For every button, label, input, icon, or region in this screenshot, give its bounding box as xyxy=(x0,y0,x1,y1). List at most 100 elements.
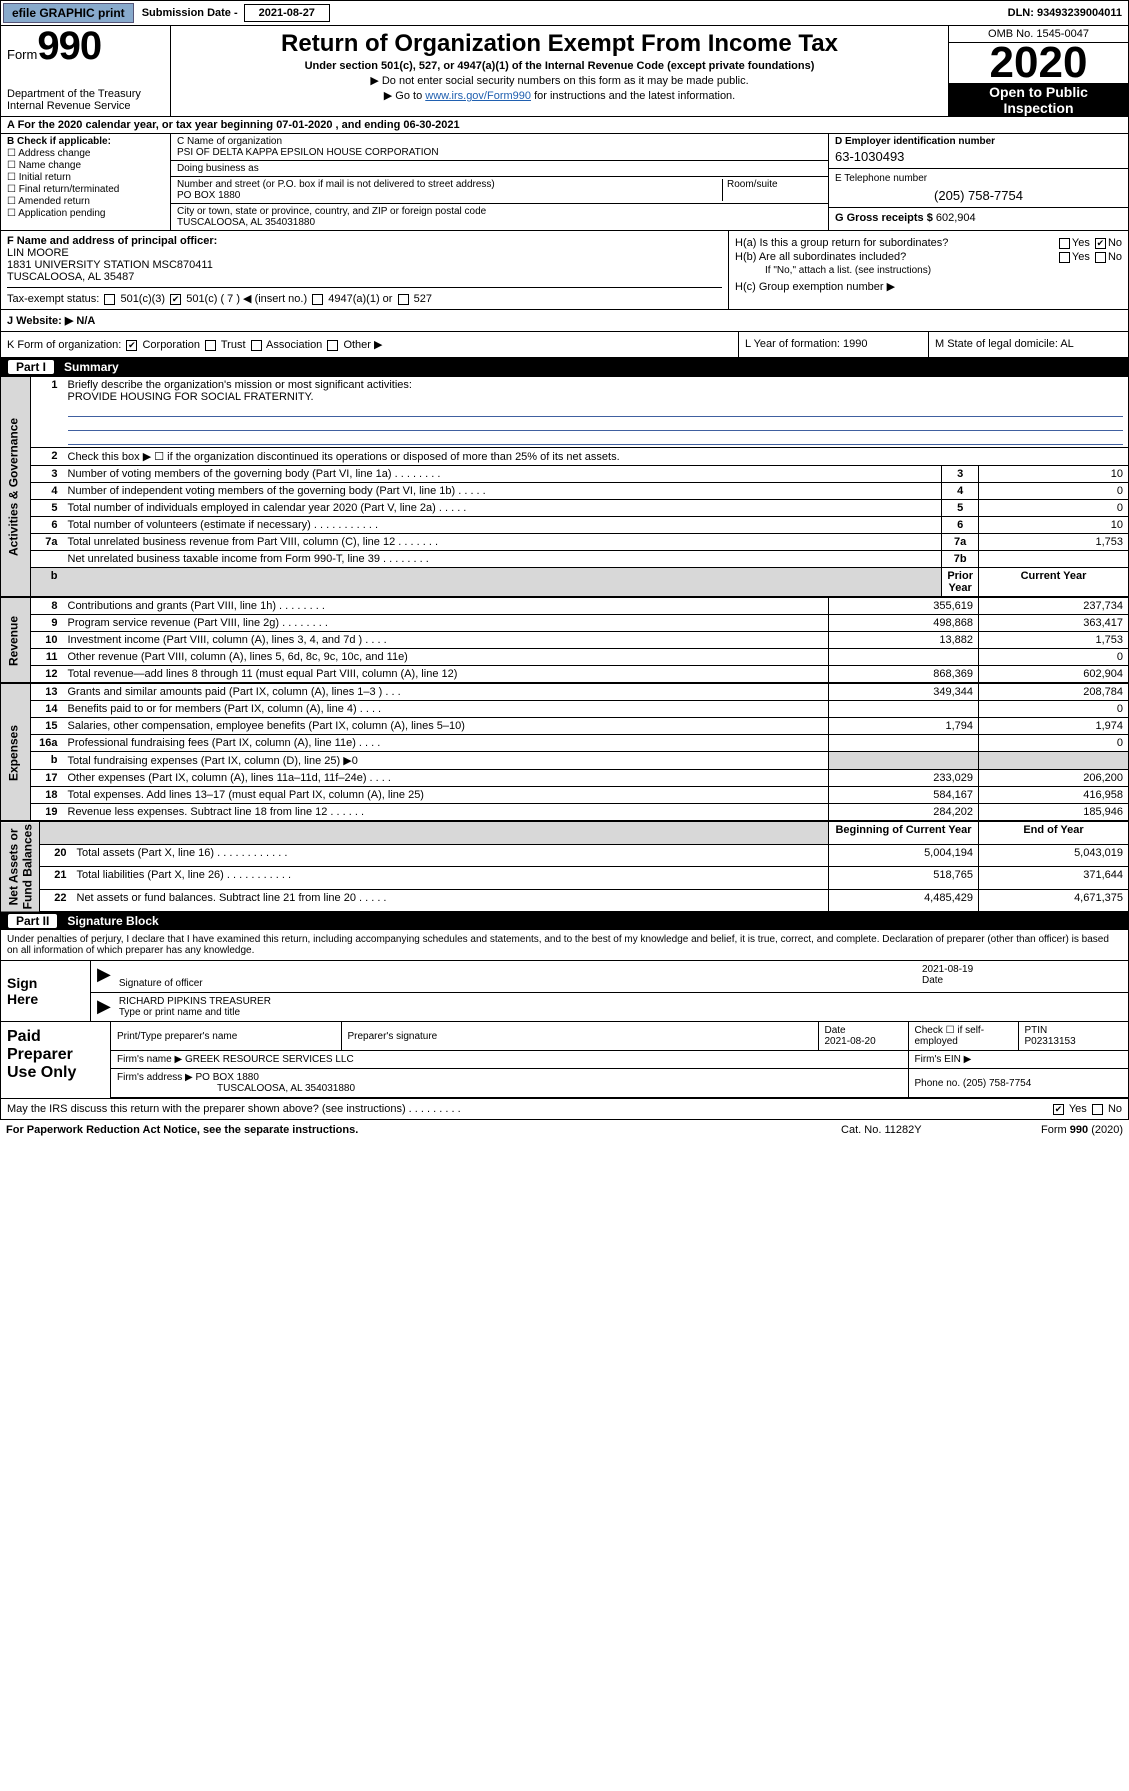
ck-discuss-yes[interactable] xyxy=(1053,1104,1064,1115)
row-desc: Contributions and grants (Part VIII, lin… xyxy=(63,598,829,615)
department: Department of the Treasury Internal Reve… xyxy=(7,88,164,112)
ck-other[interactable] xyxy=(327,340,338,351)
row-curr: 1,753 xyxy=(979,632,1129,649)
box-b-title: B Check if applicable: xyxy=(7,136,164,147)
ck-discuss-no[interactable] xyxy=(1092,1104,1103,1115)
org-city: TUSCALOOSA, AL 354031880 xyxy=(177,217,315,228)
row-begin: 518,765 xyxy=(829,867,979,890)
sig-date: 2021-08-19 xyxy=(922,964,1122,975)
ck-ha-no[interactable] xyxy=(1095,238,1106,249)
row-end: 5,043,019 xyxy=(979,844,1129,867)
row-curr: 237,734 xyxy=(979,598,1129,615)
row-prior: 584,167 xyxy=(829,787,979,804)
form-note2: ▶ Go to www.irs.gov/Form990 for instruct… xyxy=(177,89,942,102)
l1-text: Briefly describe the organization's miss… xyxy=(68,379,1124,391)
row-desc: Grants and similar amounts paid (Part IX… xyxy=(63,684,829,701)
row-curr: 0 xyxy=(979,735,1129,752)
org-addr: PO BOX 1880 xyxy=(177,190,240,201)
netassets-table: Net Assets orFund BalancesBeginning of C… xyxy=(0,821,1129,912)
row-prior xyxy=(829,735,979,752)
row-desc: Total liabilities (Part X, line 26) . . … xyxy=(72,867,829,890)
ein-label: D Employer identification number xyxy=(829,134,1128,149)
row-desc: Salaries, other compensation, employee b… xyxy=(63,718,829,735)
paid-preparer-block: Paid Preparer Use Only Print/Type prepar… xyxy=(0,1022,1129,1099)
sig-intro: Under penalties of perjury, I declare th… xyxy=(0,930,1129,961)
ck-501c3[interactable] xyxy=(104,294,115,305)
firm-name-label: Firm's name ▶ xyxy=(117,1054,182,1065)
ck-corp[interactable] xyxy=(126,340,137,351)
l7b-text: Net unrelated business taxable income fr… xyxy=(63,551,942,568)
efile-button[interactable]: efile GRAPHIC print xyxy=(3,3,134,23)
firm-addr: PO BOX 1880 xyxy=(196,1072,259,1083)
firm-phone: Phone no. (205) 758-7754 xyxy=(908,1069,1128,1098)
tel-value: (205) 758-7754 xyxy=(835,184,1122,203)
website-row: J Website: ▶ N/A xyxy=(0,310,1129,332)
ck-amended-return[interactable]: ☐ Amended return xyxy=(7,196,164,207)
l7b-value xyxy=(979,551,1129,568)
ck-hb-no[interactable] xyxy=(1095,252,1106,263)
row-begin: 4,485,429 xyxy=(829,889,979,912)
row-desc: Total assets (Part X, line 16) . . . . .… xyxy=(72,844,829,867)
summary-table: Activities & Governance 1 Briefly descri… xyxy=(0,376,1129,597)
prep-date: 2021-08-20 xyxy=(825,1036,876,1047)
form-word: Form xyxy=(7,47,37,62)
hb-label: H(b) Are all subordinates included? xyxy=(735,251,1057,263)
ck-final-return[interactable]: ☐ Final return/terminated xyxy=(7,184,164,195)
row-prior: 355,619 xyxy=(829,598,979,615)
open-to-public: Open to Public Inspection xyxy=(949,84,1128,116)
row-prior: 13,882 xyxy=(829,632,979,649)
side-label: Expenses xyxy=(1,684,31,821)
part2-header: Part IISignature Block xyxy=(0,912,1129,930)
l7a-text: Total unrelated business revenue from Pa… xyxy=(63,534,942,551)
firm-addr-label: Firm's address ▶ xyxy=(117,1072,193,1083)
ck-assoc[interactable] xyxy=(251,340,262,351)
name-label: C Name of organization xyxy=(177,136,282,147)
side-netassets: Net Assets orFund Balances xyxy=(1,822,40,912)
row-prior xyxy=(829,752,979,770)
row-curr: 416,958 xyxy=(979,787,1129,804)
l6-text: Total number of volunteers (estimate if … xyxy=(63,517,942,534)
current-year-hdr: Current Year xyxy=(979,568,1129,597)
ck-501c7[interactable] xyxy=(170,294,181,305)
row-curr: 0 xyxy=(979,701,1129,718)
row-curr: 1,974 xyxy=(979,718,1129,735)
firm-name: GREEK RESOURCE SERVICES LLC xyxy=(185,1054,354,1065)
ck-hb-yes[interactable] xyxy=(1059,252,1070,263)
row-curr: 185,946 xyxy=(979,804,1129,821)
row-desc: Total revenue—add lines 8 through 11 (mu… xyxy=(63,666,829,683)
row-prior xyxy=(829,701,979,718)
meta2-section: F Name and address of principal officer:… xyxy=(0,231,1129,310)
ck-ha-yes[interactable] xyxy=(1059,238,1070,249)
tax-year-line: A For the 2020 calendar year, or tax yea… xyxy=(0,117,1129,134)
submission-date: 2021-08-27 xyxy=(244,4,330,22)
row-curr: 363,417 xyxy=(979,615,1129,632)
foot-center: Cat. No. 11282Y xyxy=(841,1124,1041,1136)
side-label: Revenue xyxy=(1,598,31,683)
ck-trust[interactable] xyxy=(205,340,216,351)
tel-label: E Telephone number xyxy=(835,173,1122,184)
ck-initial-return[interactable]: ☐ Initial return xyxy=(7,172,164,183)
state-domicile: M State of legal domicile: AL xyxy=(928,332,1128,357)
ck-name-change[interactable]: ☐ Name change xyxy=(7,160,164,171)
ck-527[interactable] xyxy=(398,294,409,305)
ck-4947[interactable] xyxy=(312,294,323,305)
tax-year: 2020 xyxy=(949,43,1128,84)
sign-here-block: Sign Here ▶Signature of officer2021-08-1… xyxy=(0,961,1129,1022)
foot-left: For Paperwork Reduction Act Notice, see … xyxy=(6,1124,841,1136)
prep-c5: PTIN xyxy=(1025,1025,1048,1036)
ck-address-change[interactable]: ☐ Address change xyxy=(7,148,164,159)
officer-print-name: RICHARD PIPKINS TREASURER xyxy=(119,996,1122,1007)
form-number: 990 xyxy=(37,24,101,68)
row-desc: Program service revenue (Part VIII, line… xyxy=(63,615,829,632)
row-begin: 5,004,194 xyxy=(829,844,979,867)
sig-officer-label: Signature of officer xyxy=(119,978,203,989)
firm-addr2: TUSCALOOSA, AL 354031880 xyxy=(117,1083,355,1094)
ck-application-pending[interactable]: ☐ Application pending xyxy=(7,208,164,219)
row-desc: Total fundraising expenses (Part IX, col… xyxy=(63,752,829,770)
discuss-text: May the IRS discuss this return with the… xyxy=(7,1103,1051,1115)
form990-link[interactable]: www.irs.gov/Form990 xyxy=(425,90,531,102)
prep-c3: Date xyxy=(825,1025,846,1036)
l4-value: 0 xyxy=(979,483,1129,500)
row-prior: 349,344 xyxy=(829,684,979,701)
sign-here-label: Sign Here xyxy=(1,961,91,1021)
